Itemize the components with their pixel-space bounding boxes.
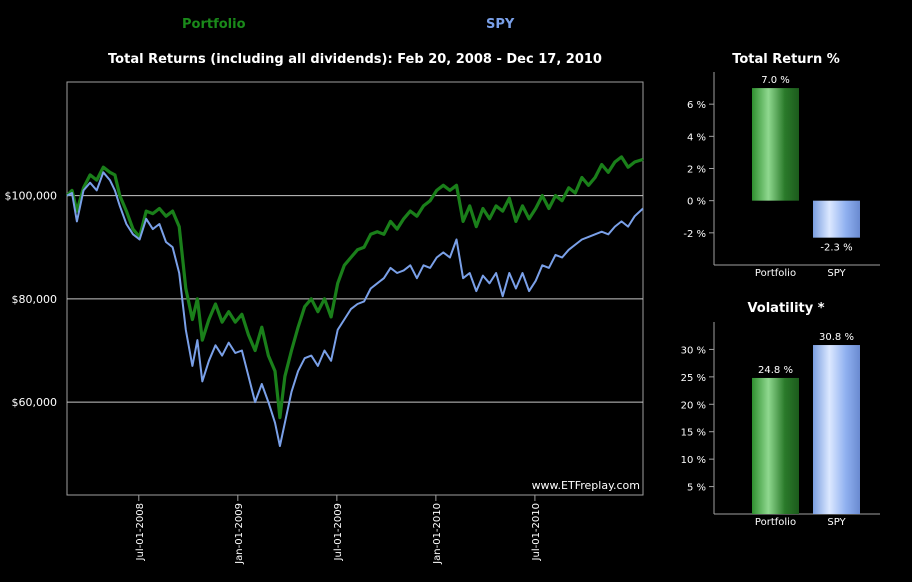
y-tick-label: 15 %: [681, 428, 706, 439]
x-tick-label: Jan-01-2010: [432, 503, 443, 565]
bar-spy: [813, 345, 860, 514]
x-category-label: Portfolio: [755, 517, 796, 528]
y-tick-label: 0 %: [687, 197, 706, 208]
y-tick-label: $100,000: [5, 190, 58, 203]
y-tick-label: $60,000: [12, 396, 58, 409]
y-tick-label: 2 %: [687, 165, 706, 176]
x-category-label: Portfolio: [755, 268, 796, 279]
y-tick-label: $80,000: [12, 293, 58, 306]
y-tick-label: -2 %: [683, 229, 706, 240]
legend-portfolio: Portfolio: [182, 17, 246, 32]
x-category-label: SPY: [827, 268, 846, 279]
series-line-portfolio: [65, 155, 644, 420]
volatility-chart-title: Volatility *: [747, 301, 825, 316]
return-chart-title: Total Return %: [732, 52, 840, 67]
series-line-spy: [66, 171, 644, 447]
bar-spy: [813, 200, 860, 238]
y-tick-label: 10 %: [681, 455, 706, 466]
y-tick-label: 4 %: [687, 132, 706, 143]
plot-frame: [66, 81, 644, 496]
y-tick-label: 20 %: [681, 400, 706, 411]
x-tick-label: Jul-01-2009: [333, 503, 344, 561]
bar-portfolio: [752, 377, 799, 514]
x-tick-label: Jul-01-2010: [531, 503, 542, 561]
y-tick-label: 5 %: [687, 483, 706, 494]
legend-spy: SPY: [486, 17, 515, 32]
y-tick-label: 30 %: [681, 345, 706, 356]
returns-line-chart: $60,000 $80,000 $100,000 Jul-01-2008 Jan-01-…: [5, 81, 644, 565]
data-label: 7.0 %: [761, 75, 790, 86]
bar-portfolio: [752, 88, 799, 201]
x-category-label: SPY: [827, 517, 846, 528]
x-tick-label: Jul-01-2008: [135, 503, 146, 561]
volatility-bar-chart: 5 % 10 % 15 % 20 % 25 % 30 % 24.8 % Portfolio 30…: [681, 322, 880, 528]
main-chart-title: Total Returns (including all dividends):…: [108, 52, 602, 67]
data-label: -2.3 %: [820, 243, 852, 254]
total-return-bar-chart: -2 % 0 % 2 % 4 % 6 % 7.0 % Portfolio -2.3 % SPY: [683, 72, 880, 279]
data-label: 24.8 %: [758, 365, 793, 376]
x-tick-label: Jan-01-2009: [234, 503, 245, 565]
y-tick-label: 25 %: [681, 373, 706, 384]
y-tick-label: 6 %: [687, 100, 706, 111]
watermark: www.ETFreplay.com: [532, 479, 640, 492]
data-label: 30.8 %: [819, 332, 854, 343]
